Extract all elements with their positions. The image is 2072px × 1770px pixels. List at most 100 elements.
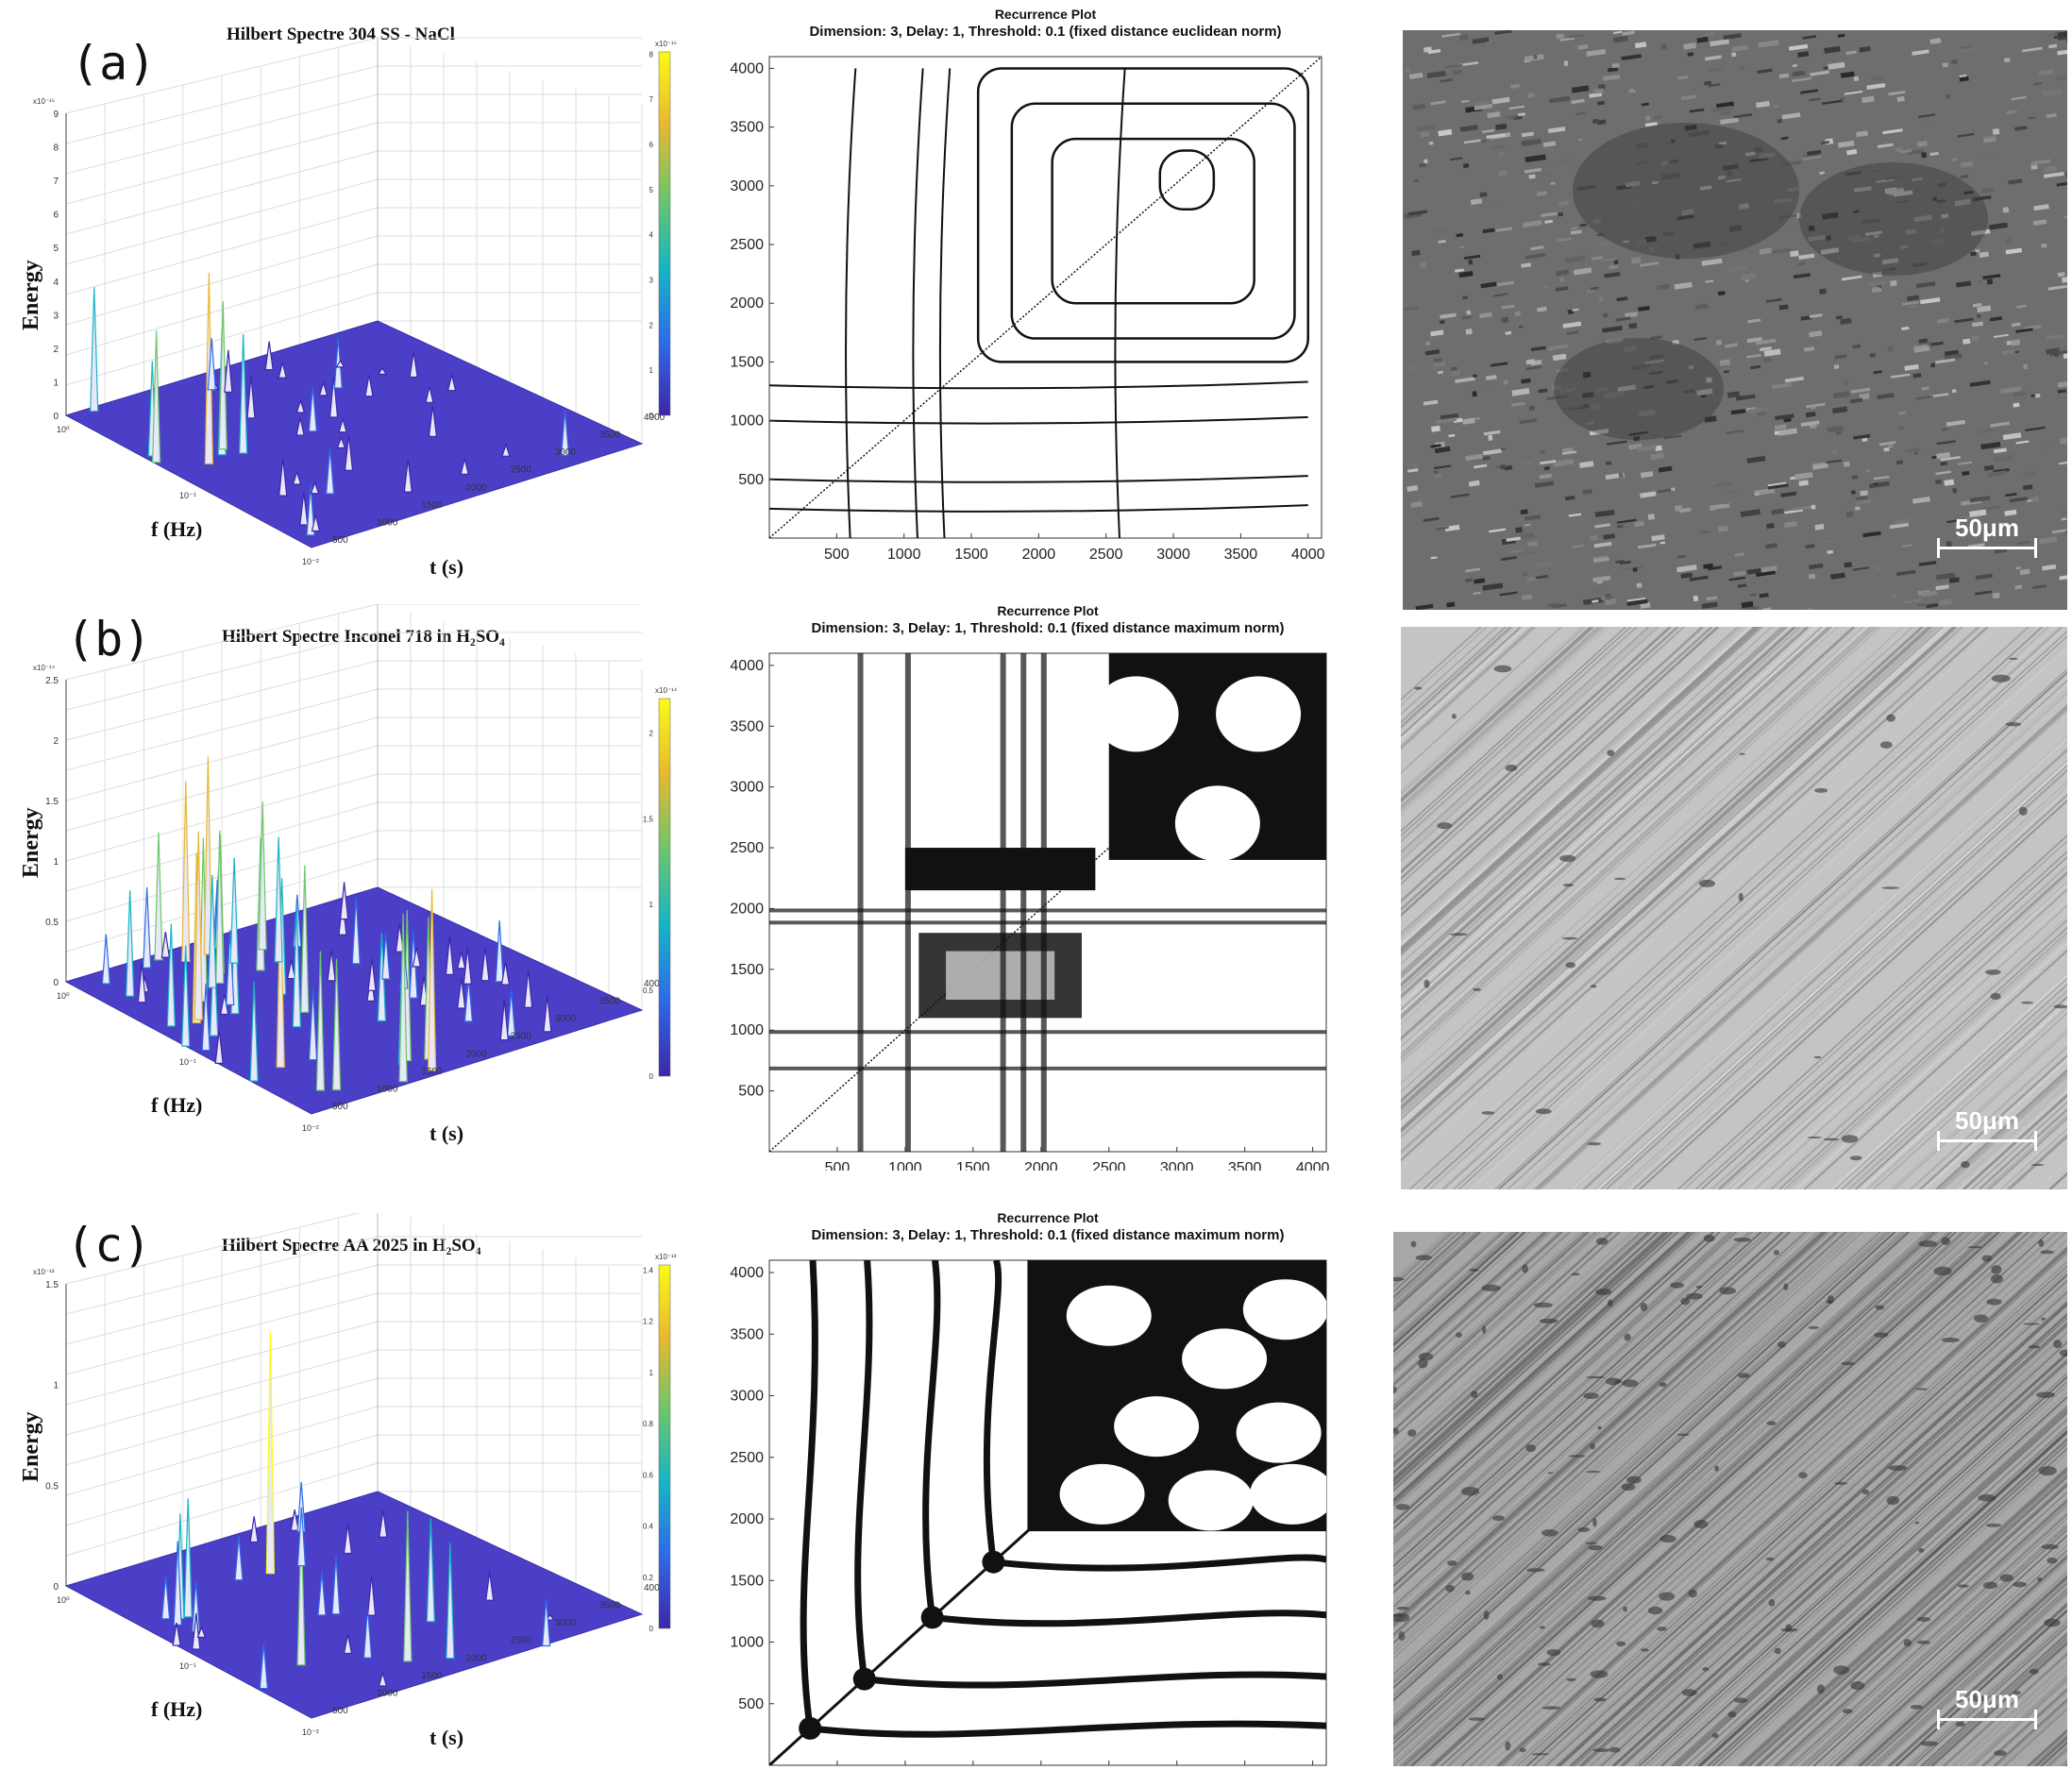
spectrum-spike	[249, 1516, 259, 1543]
texture-scratch	[1701, 855, 2067, 1189]
texture-speck	[1745, 353, 1761, 359]
texture-scratch	[1401, 627, 1845, 1031]
recurrence-hole	[1174, 785, 1260, 862]
spectrum-spike	[328, 376, 339, 418]
texture-speck	[1936, 198, 1946, 204]
texture-speck	[1944, 349, 1959, 356]
texture-scratch	[1446, 627, 2067, 1189]
texture-speck	[1962, 470, 1970, 476]
texture-pit	[1903, 1639, 1912, 1647]
texture-speck	[1591, 256, 1604, 261]
texture-speck	[1456, 233, 1464, 238]
x-tick-label: 3500	[1224, 547, 1258, 563]
texture-pit	[2041, 1317, 2047, 1321]
texture-pit	[1614, 1379, 1623, 1384]
texture-speck	[1935, 358, 1956, 364]
texture-speck	[1696, 388, 1713, 396]
texture-scratch	[1401, 627, 1760, 954]
texture-pit	[1920, 1741, 1939, 1746]
x-tick-label: 2500	[1089, 547, 1123, 563]
texture-speck	[1592, 589, 1607, 594]
texture-speck	[1482, 448, 1503, 456]
texture-speck	[2006, 110, 2017, 114]
y-tick-label: 500	[738, 472, 764, 488]
texture-pit	[1739, 752, 1745, 755]
texture-scratch	[1393, 1232, 1767, 1572]
t-tick-label: 2500	[511, 1636, 532, 1646]
texture-scratch	[1401, 627, 1536, 750]
texture-speck	[1977, 305, 1992, 313]
grid-walls	[65, 37, 643, 444]
texture-speck	[1918, 560, 1937, 566]
texture-scratch	[1393, 1232, 1757, 1563]
texture-scratch	[1401, 627, 1865, 1050]
texture-scratch	[1513, 1262, 2067, 1766]
texture-speck	[1907, 295, 1920, 301]
texture-speck	[1705, 279, 1714, 283]
texture-speck	[1468, 480, 1480, 487]
texture-speck	[1465, 453, 1483, 462]
texture-pit	[1985, 969, 2001, 975]
texture-speck	[1582, 488, 1592, 495]
texture-scratch	[1516, 1264, 2067, 1766]
texture-speck	[2047, 284, 2067, 291]
z-tick-label: 0	[53, 412, 59, 422]
texture-pit	[1568, 1455, 1586, 1458]
texture-speck	[2002, 207, 2010, 213]
spectrum-spike	[339, 882, 349, 920]
texture-speck	[1911, 304, 1917, 308]
texture-speck	[1758, 40, 1779, 48]
texture-scratch	[1582, 1324, 2067, 1766]
texture-speck	[1462, 162, 1470, 169]
texture-speck	[1851, 475, 1859, 480]
texture-speck	[1492, 293, 1508, 297]
texture-speck	[1829, 572, 1845, 580]
y-tick-label: 2000	[730, 295, 764, 312]
texture-speck	[1593, 88, 1604, 94]
texture-speck	[2061, 508, 2067, 515]
chart-title: Hilbert Spectre AA 2025 in H₂SO₄	[222, 1236, 481, 1256]
texture-speck	[1570, 227, 1578, 230]
texture-speck	[1444, 63, 1463, 69]
texture-scratch	[1522, 693, 2067, 1189]
texture-pit	[1698, 879, 1716, 887]
texture-speck	[1935, 479, 1943, 485]
texture-scratch	[1393, 1232, 1514, 1343]
texture-speck	[1754, 491, 1760, 497]
texture-speck	[1526, 92, 1535, 98]
texture-speck	[1960, 175, 1969, 178]
texture-speck	[1407, 366, 1415, 372]
texture-pit	[1941, 1237, 1950, 1245]
texture-scratch	[1647, 1384, 2067, 1766]
spectrum-spike	[296, 1523, 306, 1666]
texture-speck	[1408, 72, 1423, 79]
texture-speck	[1750, 364, 1761, 370]
texture-speck	[1727, 489, 1740, 496]
texture-speck	[1556, 269, 1570, 277]
texture-speck	[1999, 522, 2006, 526]
texture-speck	[1922, 121, 1932, 128]
texture-speck	[1500, 556, 1517, 562]
texture-scratch	[1393, 1232, 1689, 1502]
texture-speck	[1970, 251, 1977, 257]
plot-title: Recurrence Plot	[995, 7, 1097, 22]
texture-speck	[1634, 160, 1650, 165]
z-tick-label: 6	[53, 211, 59, 221]
colorbar-tick-label: 1	[649, 901, 654, 909]
texture-speck	[2038, 69, 2054, 76]
texture-pit	[2044, 1618, 2061, 1627]
texture-pit	[2036, 1391, 2055, 1399]
texture-scratch	[1393, 1232, 1731, 1540]
colorbar-tick-label: 2	[649, 321, 654, 329]
texture-speck	[1693, 337, 1708, 342]
texture-speck	[1681, 94, 1696, 101]
spectrum-spike	[343, 1634, 353, 1655]
texture-scratch	[1393, 1232, 1979, 1765]
texture-scratch	[1401, 627, 1839, 1025]
texture-speck	[1954, 317, 1974, 324]
texture-speck	[1450, 369, 1461, 377]
texture-scratch	[1889, 1603, 2067, 1766]
spectrum-spike	[214, 1030, 224, 1065]
texture-pit	[1681, 1689, 1697, 1696]
texture-speck	[1555, 286, 1569, 292]
